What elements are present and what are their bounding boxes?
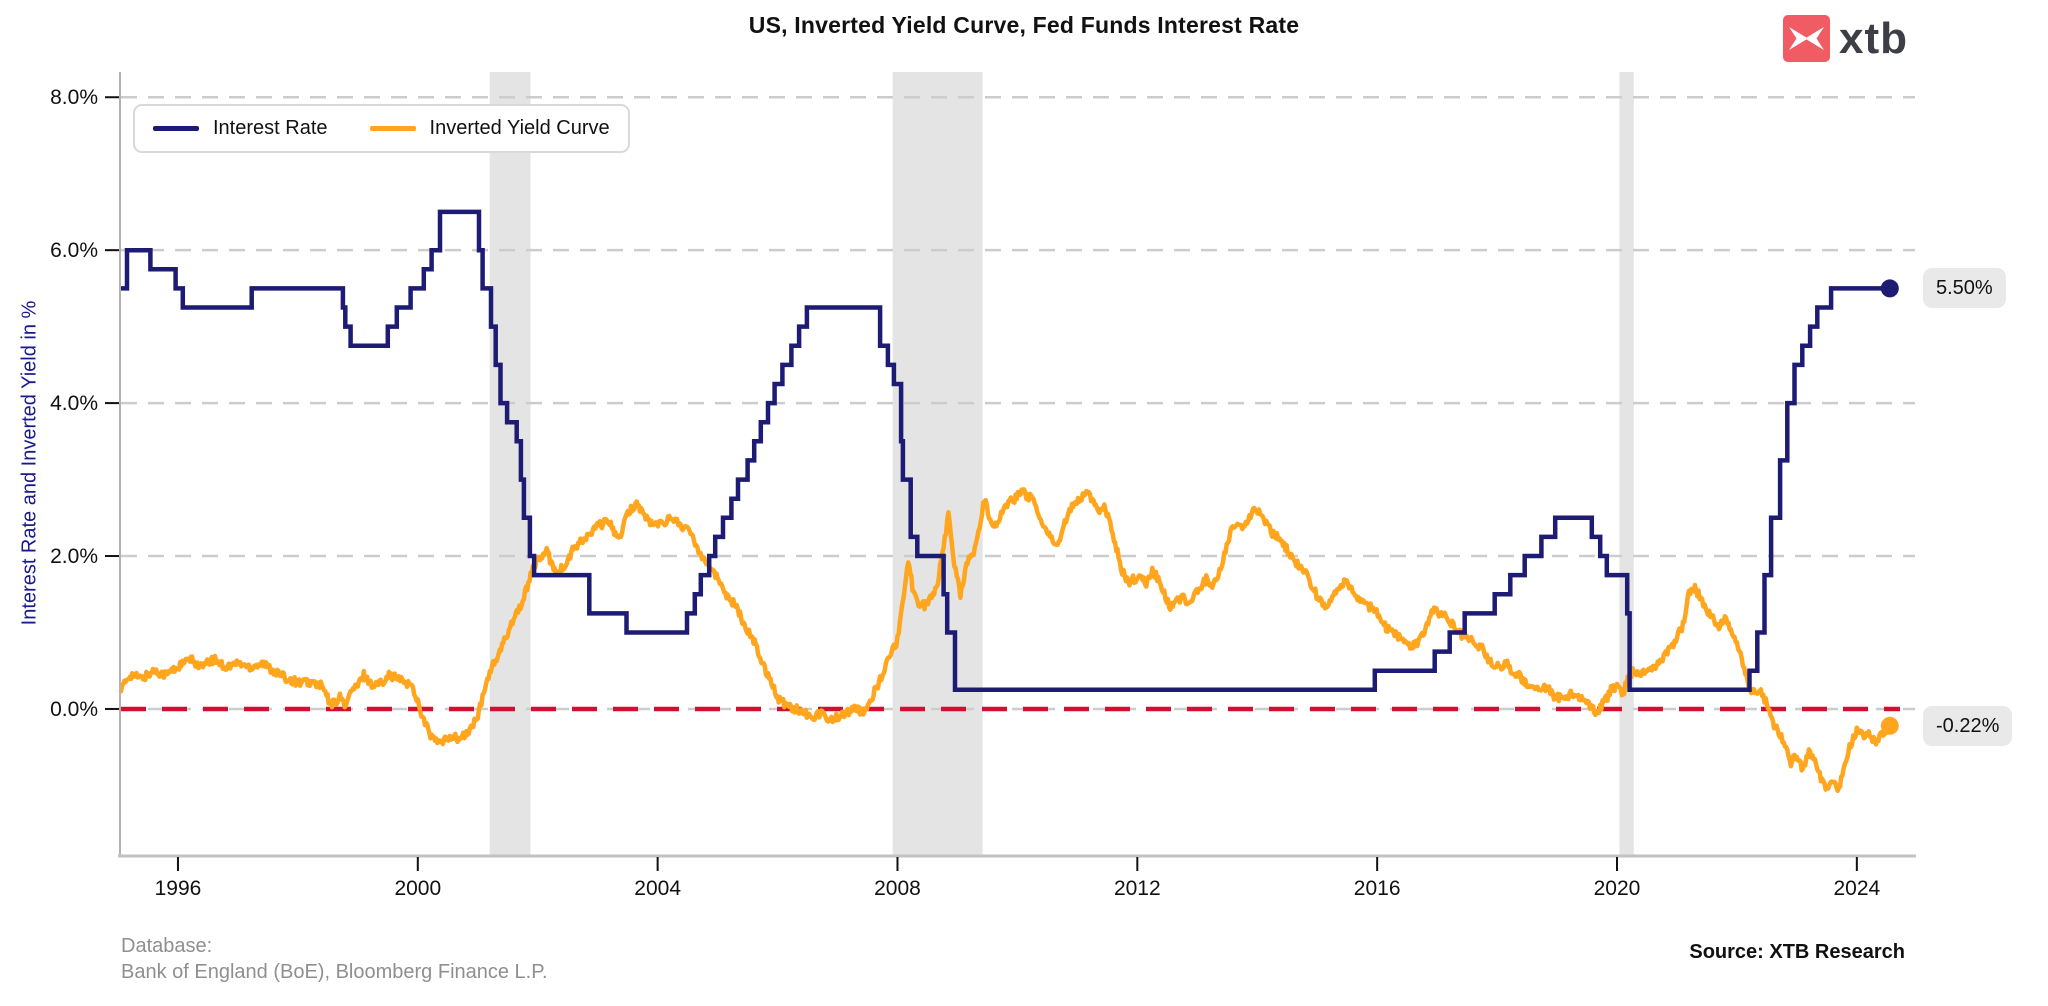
x-tick-label: 2008 [874,877,921,900]
database-value: Bank of England (BoE), Bloomberg Finance… [121,961,548,983]
x-tick-label: 2012 [1114,877,1161,900]
interest-rate-line-swatch [153,126,199,131]
inverted-yield-curve-line [118,487,1893,794]
legend-item-inverted-yield-curve: Inverted Yield Curve [369,117,610,140]
legend-label: Inverted Yield Curve [429,117,610,139]
interest-rate-line [121,209,1890,693]
xtb-logo: xtb [1783,15,1908,62]
y-tick-label: 4.0% [50,392,98,415]
xtb-logo-icon [1783,15,1830,62]
chart-title: US, Inverted Yield Curve, Fed Funds Inte… [748,12,1300,38]
x-tick-label: 2024 [1833,877,1880,900]
y-tick-label: 2.0% [50,545,98,568]
interest-rate-end-dot [1880,279,1899,298]
legend: Interest Rate Inverted Yield Curve [133,104,630,153]
inverted-yield-end-dot [1880,716,1899,735]
recession-band [1619,72,1634,855]
recession-band [489,72,531,855]
database-attribution: Database: Bank of England (BoE), Bloombe… [121,933,548,985]
y-tick-label: 0.0% [50,698,98,721]
x-tick-label: 2020 [1594,877,1641,900]
legend-label: Interest Rate [213,117,328,139]
x-tick-label: 1996 [155,877,202,900]
recession-band [892,72,983,855]
x-tick-label: 2000 [394,877,441,900]
y-tick-label: 8.0% [50,86,98,109]
source-attribution: Source: XTB Research [1689,941,1905,963]
inverted-yield-line-swatch [369,126,416,131]
x-tick-label: 2016 [1354,877,1401,900]
database-label: Database: [121,935,213,957]
xtb-logo-text: xtb [1839,13,1908,63]
y-axis-title: Interest Rate and Inverted Yield in % [18,300,41,626]
y-tick-label: 6.0% [50,239,98,262]
legend-item-interest-rate: Interest Rate [153,117,328,140]
end-label-interest-rate: 5.50% [1923,268,2006,309]
end-label-inverted-yield: -0.22% [1923,705,2013,746]
x-tick-label: 2004 [634,877,681,900]
